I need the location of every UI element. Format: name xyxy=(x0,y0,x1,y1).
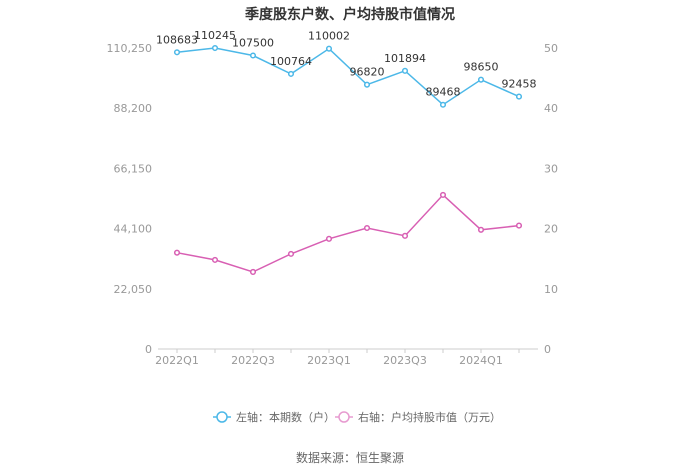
right-axis-tick-label: 40 xyxy=(544,102,558,115)
right-series-point xyxy=(515,222,523,229)
left-series-point xyxy=(439,101,447,108)
right-series-point xyxy=(249,268,257,275)
x-axis-tick-label: 2022Q1 xyxy=(155,354,199,367)
left-axis-tick-label: 22,050 xyxy=(114,283,153,296)
x-axis-tick-label: 2022Q3 xyxy=(231,354,275,367)
left-series-point xyxy=(515,93,523,100)
left-series-point xyxy=(173,49,181,56)
x-axis-tick-label: 2023Q1 xyxy=(307,354,351,367)
x-axis-tick-label: 2023Q3 xyxy=(383,354,427,367)
right-series-line xyxy=(176,193,520,273)
legend: 左轴：本期数（户） 右轴：户均持股市值（万元） xyxy=(213,410,501,424)
left-axis-tick-label: 66,150 xyxy=(114,162,153,175)
right-series-point xyxy=(477,226,485,233)
left-series-point xyxy=(211,44,219,52)
left-axis-tick-label: 110,250 xyxy=(107,42,153,55)
right-axis-tick-label: 10 xyxy=(544,283,558,296)
right-axis-tick-label: 0 xyxy=(544,343,551,356)
data-label: 107500 xyxy=(232,37,274,50)
right-axis-tick-label: 20 xyxy=(544,223,558,236)
right-series-point xyxy=(401,232,409,239)
right-series-point xyxy=(173,249,181,256)
source-note: 数据来源：恒生聚源 xyxy=(296,450,404,465)
right-axis-tick-label: 50 xyxy=(544,42,558,55)
data-label: 101894 xyxy=(384,52,426,65)
left-series-point xyxy=(287,70,295,77)
left-series-point xyxy=(249,52,257,59)
right-series-point xyxy=(363,224,371,232)
legend-marker-icon xyxy=(216,411,228,423)
right-series-point xyxy=(325,235,333,242)
data-label: 89468 xyxy=(426,86,461,99)
left-series-line xyxy=(176,47,520,106)
legend-label-left-series: 左轴：本期数（户） xyxy=(236,410,335,424)
data-label: 100764 xyxy=(270,55,312,68)
right-series-point xyxy=(439,191,447,198)
left-series-point xyxy=(363,81,371,88)
data-label: 98650 xyxy=(464,61,499,74)
left-series-point xyxy=(477,76,485,83)
legend-label-right-series: 右轴：户均持股市值（万元） xyxy=(358,410,501,424)
right-series-point xyxy=(211,256,219,263)
axes: 0 22,050 44,100 66,150 88,200 110,250 0 10 20 30 4… xyxy=(107,42,559,367)
data-label: 92458 xyxy=(502,78,537,91)
right-axis-tick-label: 30 xyxy=(544,162,558,175)
data-label: 110245 xyxy=(194,29,236,42)
x-axis-tick-label: 2024Q1 xyxy=(459,354,503,367)
left-axis-tick-label: 44,100 xyxy=(114,223,153,236)
chart-title: 季度股东户数、户均持股市值情况 xyxy=(244,6,455,23)
left-axis-tick-label: 0 xyxy=(145,343,152,356)
legend-item-left-series[interactable]: 左轴：本期数（户） xyxy=(213,410,335,424)
data-label: 96820 xyxy=(350,66,385,79)
legend-item-right-series[interactable]: 右轴：户均持股市值（万元） xyxy=(335,410,501,424)
left-axis-tick-label: 88,200 xyxy=(114,102,153,115)
data-label: 110002 xyxy=(308,30,350,43)
left-series-point xyxy=(325,45,333,52)
right-series-point xyxy=(287,250,295,257)
data-label: 108683 xyxy=(156,33,198,46)
left-series-point xyxy=(401,67,409,74)
legend-marker-icon xyxy=(338,411,350,423)
